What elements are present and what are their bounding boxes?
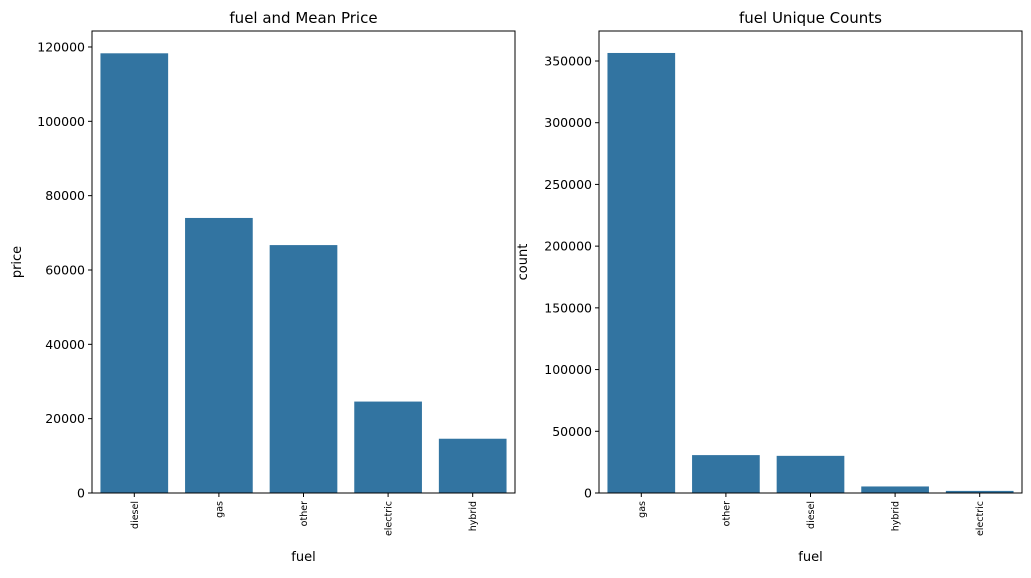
y-tick-label: 300000 (544, 115, 592, 130)
bar-diesel (100, 53, 169, 494)
bar-gas (607, 52, 676, 493)
bar-gas (185, 217, 253, 493)
x-tick-label: other (299, 501, 310, 526)
bar-hybrid (438, 438, 507, 493)
y-tick-label: 0 (584, 486, 592, 501)
y-tick-label: 150000 (544, 300, 592, 315)
y-tick-label: 200000 (544, 239, 592, 254)
y-tick-label: 0 (77, 486, 85, 501)
y-tick-label: 20000 (45, 411, 85, 426)
x-axis-label: fuel (291, 550, 315, 565)
y-tick-label: 50000 (552, 424, 592, 439)
chart-title: fuel Unique Counts (739, 9, 882, 27)
bar-other (269, 245, 338, 493)
y-tick-label: 100000 (37, 114, 85, 129)
y-tick-label: 120000 (37, 39, 85, 54)
chart-title: fuel and Mean Price (229, 9, 377, 27)
x-tick-label: gas (214, 501, 225, 518)
x-axis-label: fuel (798, 550, 822, 565)
y-tick-label: 250000 (544, 177, 592, 192)
y-tick-label: 40000 (45, 337, 85, 352)
axes-frame (91, 30, 516, 494)
y-tick-label: 80000 (45, 188, 85, 203)
bar-electric (945, 490, 1014, 493)
bar-electric (354, 401, 422, 493)
x-tick-label: hybrid (891, 501, 902, 531)
x-tick-label: electric (975, 501, 986, 536)
y-axis-label: count (516, 244, 531, 281)
mean-price-chart: diesel gas other electric hybrid 0 20000 40000 6… (10, 9, 516, 565)
x-tick-label: gas (637, 501, 648, 518)
x-tick-label: other (721, 501, 732, 526)
y-tick-label: 100000 (544, 362, 592, 377)
axes-frame (598, 30, 1023, 494)
y-tick-label: 60000 (45, 262, 85, 277)
x-tick-label: electric (384, 501, 395, 536)
y-axis-label: price (10, 246, 25, 278)
bar-other (692, 455, 760, 493)
x-tick-label: diesel (806, 501, 817, 529)
bar-diesel (776, 455, 845, 493)
x-tick-label: diesel (130, 501, 141, 529)
bar-hybrid (861, 486, 929, 493)
x-tick-label: hybrid (468, 501, 479, 531)
unique-counts-chart: gas other diesel hybrid electric 0 50000 100000… (516, 9, 1023, 565)
y-tick-label: 350000 (544, 53, 592, 68)
